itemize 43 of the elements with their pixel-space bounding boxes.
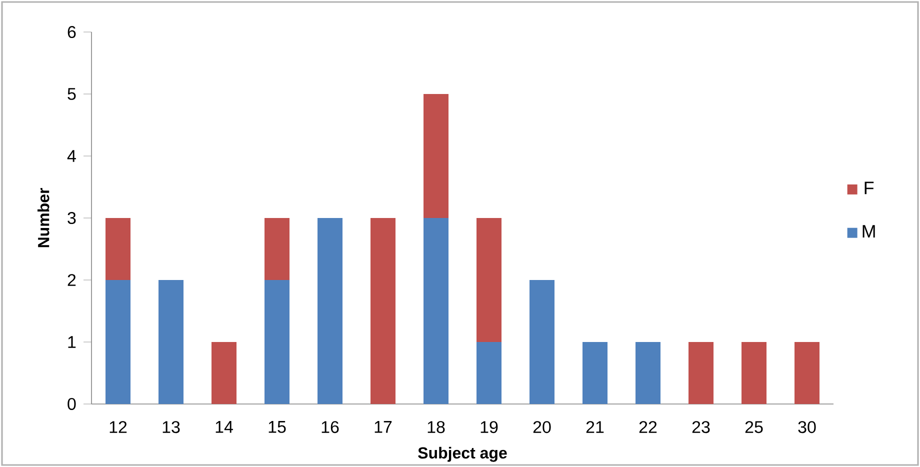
x-tick-label: 15	[268, 421, 286, 433]
bar	[370, 218, 396, 404]
legend-label: M	[862, 225, 875, 238]
x-tick-label: 16	[322, 421, 339, 434]
y-tick-label: 0	[68, 398, 76, 410]
bar	[424, 218, 449, 404]
y-tick-label: 1	[68, 336, 76, 348]
bar	[476, 342, 502, 404]
bar	[424, 94, 449, 218]
bar	[264, 218, 290, 280]
bar	[158, 280, 184, 404]
x-tick-label: 25	[745, 421, 763, 434]
x-tick-label: 21	[586, 421, 604, 433]
bar	[794, 342, 820, 404]
x-tick-label: 23	[692, 421, 710, 434]
y-axis-title: Number	[37, 188, 50, 248]
bar	[106, 218, 131, 280]
y-tick-label: 2	[68, 274, 76, 286]
bar	[530, 280, 554, 404]
x-tick-label: 12	[110, 421, 127, 433]
y-tick-label: 5	[68, 88, 76, 100]
x-tick-label: 18	[428, 421, 445, 434]
y-tick-label: 6	[68, 26, 76, 38]
x-tick-label: 22	[639, 421, 657, 433]
bar	[688, 342, 714, 404]
bar	[582, 342, 608, 404]
x-tick-label: 14	[216, 421, 233, 433]
bar	[742, 342, 767, 404]
x-tick-label: 30	[798, 421, 816, 434]
legend-label: F	[864, 182, 874, 194]
bar	[636, 342, 661, 404]
x-tick-label: 19	[480, 421, 498, 434]
bar	[106, 280, 131, 404]
x-tick-label: 13	[162, 421, 180, 434]
x-axis-title: Subject age	[418, 446, 507, 462]
y-tick-label: 4	[67, 150, 76, 162]
bar	[212, 342, 237, 404]
bar	[476, 218, 502, 342]
bar	[264, 280, 290, 404]
x-tick-label: 20	[533, 421, 551, 434]
x-tick-label: 17	[374, 421, 392, 433]
bar	[318, 218, 343, 404]
y-tick-label: 3	[68, 212, 76, 224]
